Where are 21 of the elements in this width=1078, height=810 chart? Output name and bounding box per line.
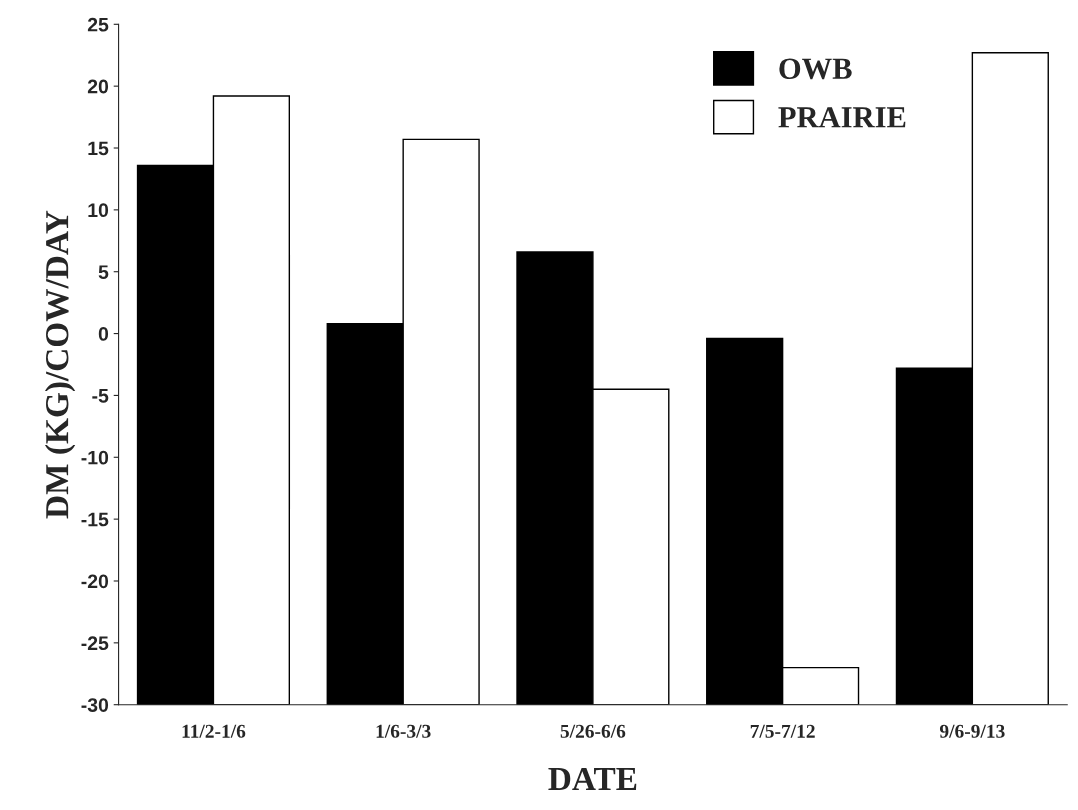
x-tick-label: 1/6-3/3	[376, 724, 431, 738]
x-tick-label: 5/26-6/6	[560, 724, 626, 738]
legend-label: PRAIRIE	[778, 107, 906, 128]
y-tick-label: 10	[88, 203, 109, 218]
y-tick-label: 15	[88, 141, 109, 156]
x-tick-label: 11/2-1/6	[182, 724, 246, 738]
legend-label: OWB	[779, 58, 852, 80]
y-tick-label: 5	[98, 265, 109, 279]
y-tick-label: 25	[87, 17, 109, 32]
y-tick-label: 0	[98, 327, 109, 341]
x-tick-label: 9/6-9/13	[939, 724, 1005, 738]
y-tick-label: -30	[81, 698, 109, 712]
y-tick-label: -10	[81, 450, 109, 465]
y-tick-label: -5	[92, 389, 109, 403]
y-axis-title: DM (KG)/COW/DAY	[44, 210, 76, 519]
y-tick-label: -15	[81, 512, 109, 527]
x-axis-title: DATE	[548, 767, 637, 790]
y-tick-label: 20	[87, 79, 109, 94]
x-tick-label: 7/5-7/12	[750, 724, 815, 738]
y-tick-label: -25	[81, 636, 109, 651]
y-tick-label: -20	[81, 574, 109, 589]
